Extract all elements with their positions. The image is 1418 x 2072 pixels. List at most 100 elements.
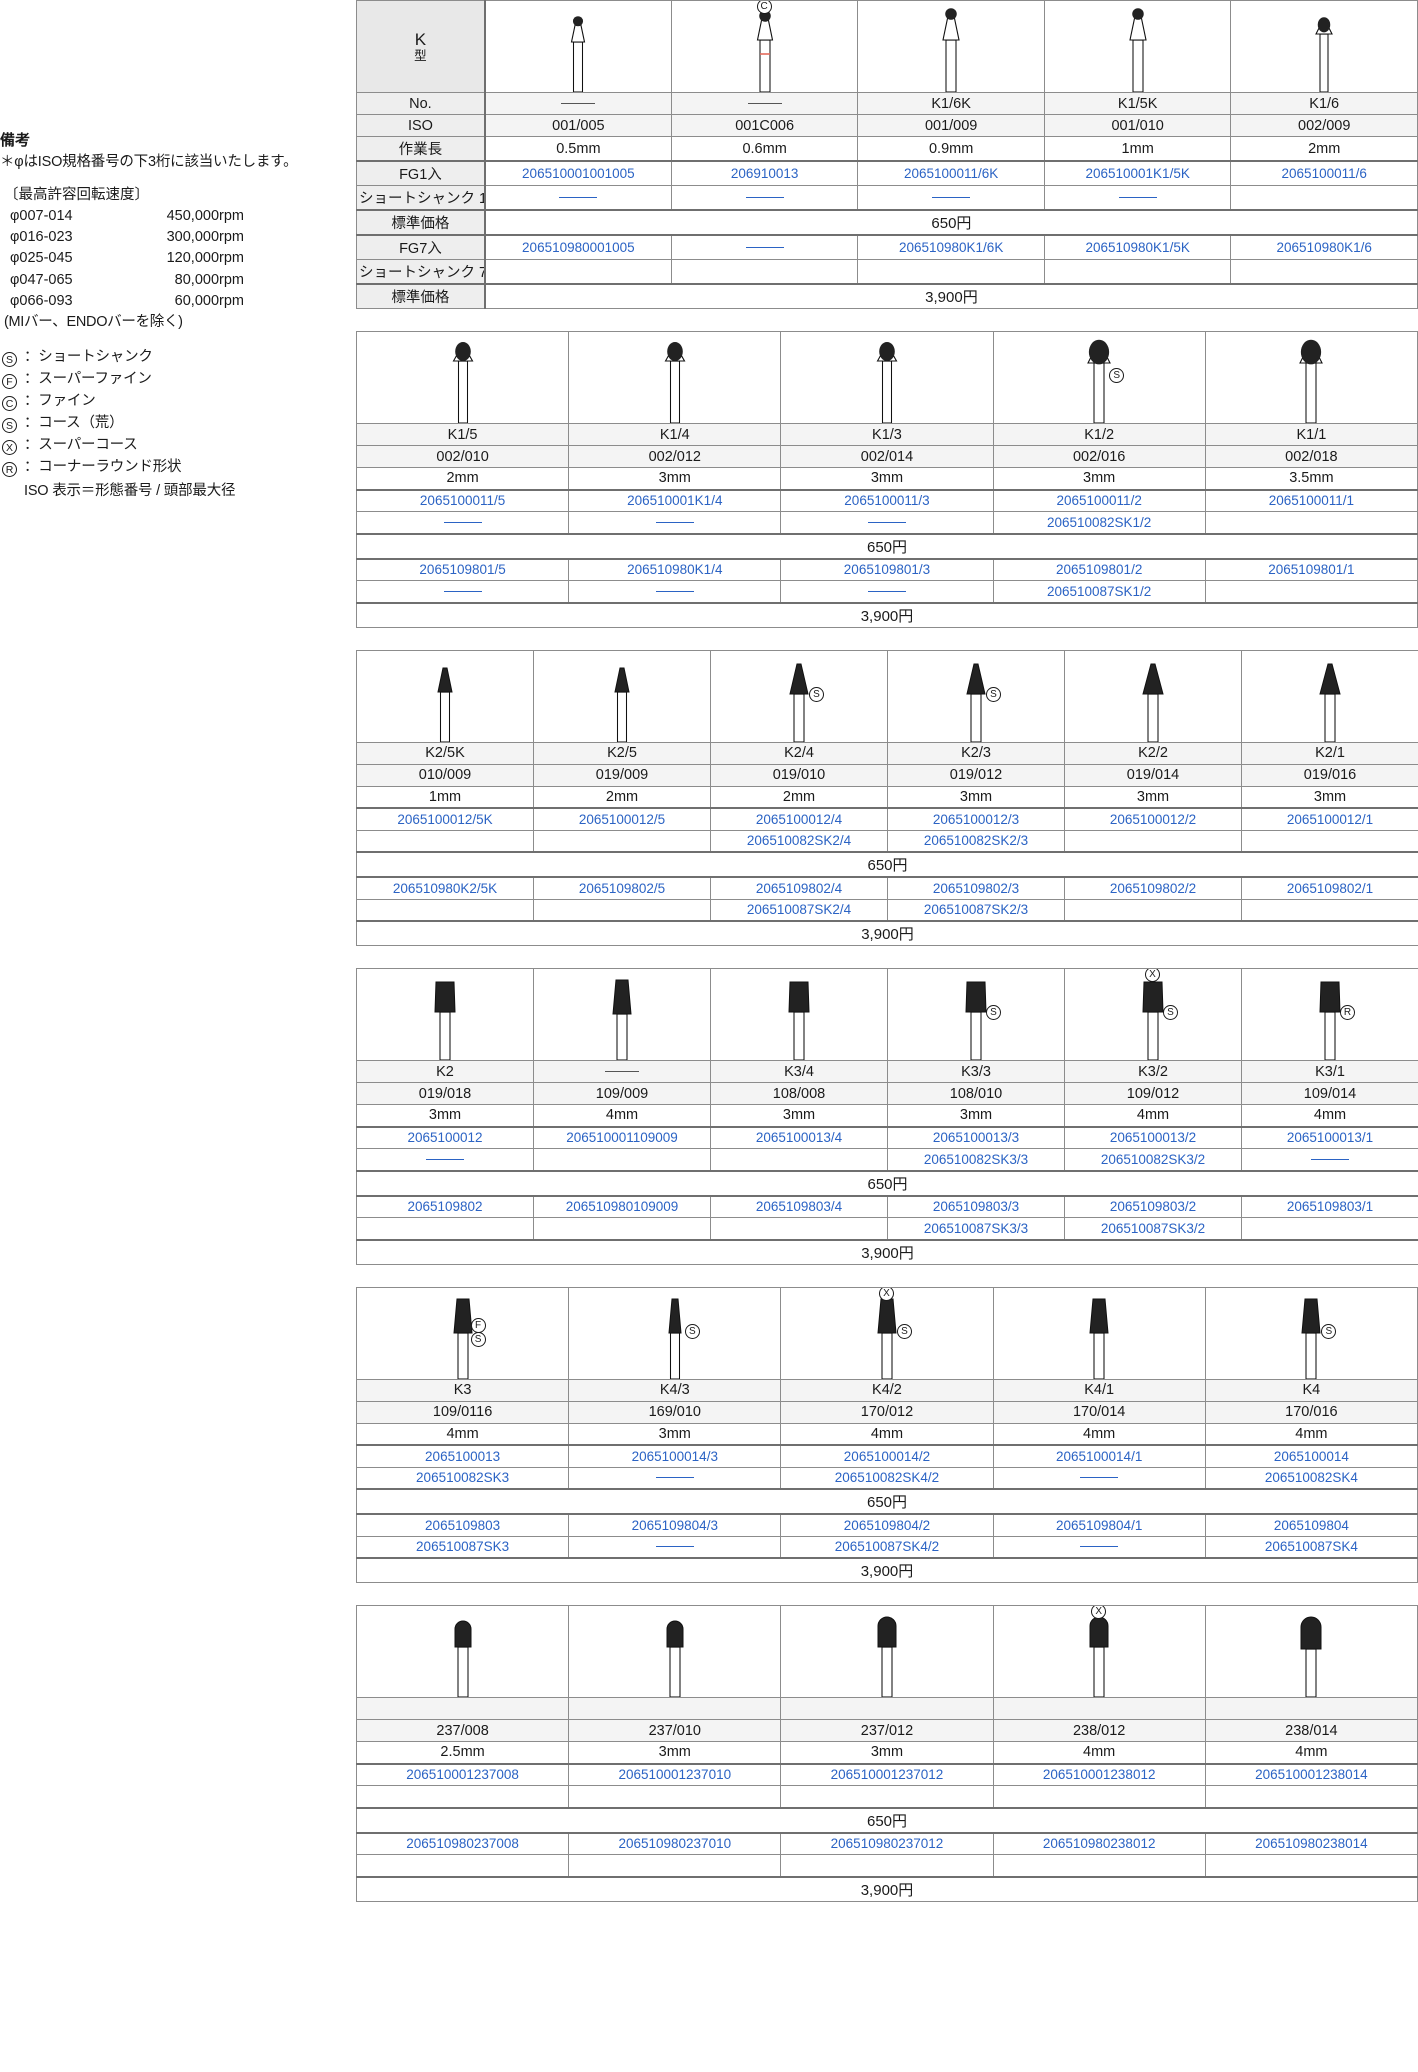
- bur-illustration-cell: [780, 331, 994, 424]
- cell-iso: 109/009: [533, 1082, 711, 1105]
- cell-fg7: 2065109801/1: [1204, 558, 1418, 581]
- table-row: K2 K3/4 K3/3 K3/2 K3/1: [356, 1060, 1418, 1083]
- cell-len: 4mm: [1064, 1104, 1242, 1128]
- cell-ss7: 206510087SK3/2: [1064, 1217, 1242, 1241]
- cell-len: 0.6mm: [670, 136, 859, 162]
- empty-dash: [561, 102, 596, 104]
- legend-symbol-icon: X: [2, 434, 24, 456]
- cell-ss7: [1043, 259, 1232, 285]
- cell-iso: 170/016: [1204, 1400, 1418, 1424]
- empty-dash: [745, 247, 784, 248]
- cell-ss7: [992, 1854, 1206, 1878]
- cell-ss1: 206510082SK2/4: [710, 829, 888, 853]
- cell-fg7: 206510980001005: [484, 234, 672, 260]
- cell-fg1: 2065100011/3: [780, 489, 994, 512]
- price-value: 3,900円: [356, 920, 1418, 946]
- cell-len: 3mm: [568, 1741, 782, 1765]
- bur-illustration-cell: [484, 0, 672, 93]
- cell-ss1: [568, 511, 782, 535]
- cell-iso: 019/012: [887, 763, 1065, 787]
- legend-item: R ：コーナーラウンド形状: [2, 456, 352, 478]
- legend-label: ：スーパーファイン: [24, 371, 152, 388]
- speed-rpm: 300,000rpm: [166, 229, 244, 246]
- cell-iso: 001/005: [484, 114, 672, 137]
- speed-rpm: 60,000rpm: [174, 292, 244, 309]
- bur-icon: [1294, 2, 1354, 92]
- table-row: K2/5K K2/5 K2/4 K2/3 K2/2 K2/1: [356, 741, 1418, 765]
- bur-illustration-cell: S: [568, 1286, 782, 1380]
- bur-table: X 237/008 237/010 237/012 238/012 238/014 2.5…: [355, 1605, 1418, 1902]
- cell-ss7: [1204, 580, 1418, 604]
- row-label-fg1: FG1入: [355, 160, 486, 186]
- bur-illustration-cell: [355, 331, 570, 424]
- cell-fg1: 2065100012/2: [1064, 807, 1242, 831]
- cell-ss7: [568, 1535, 782, 1559]
- legend-item: ISO 表示＝形態番号 / 頭部最大径: [2, 480, 352, 502]
- cell-ss7: [356, 1217, 534, 1241]
- speed-diameter: φ007-014: [10, 208, 73, 225]
- bur-icon: [857, 1607, 917, 1697]
- cell-fg1: 2065100014/1: [992, 1444, 1206, 1468]
- cell-ss7: [780, 1854, 994, 1878]
- table-row: 237/008 237/010 237/012 238/012 238/014: [355, 1719, 1418, 1742]
- max-speed-list: φ007-014 450,000rpm φ016-023 300,000rpm φ025…: [0, 206, 352, 311]
- cell-ss7: [1204, 1854, 1418, 1878]
- cell-ss1: 206510082SK2/3: [887, 829, 1065, 853]
- price-row: 標準価格 3,900円: [355, 283, 1418, 309]
- cell-iso: 238/012: [992, 1719, 1206, 1742]
- cell-iso: 001C006: [670, 114, 859, 137]
- empty-dash: [443, 521, 482, 523]
- row-label-ss7: ショートシャンク 7入: [355, 259, 486, 285]
- bur-illustration-cell: [356, 649, 534, 743]
- cell-fg1: 2065100013/3: [887, 1126, 1065, 1149]
- cell-iso: 002/016: [992, 445, 1206, 468]
- cell-ss1: [355, 1785, 570, 1809]
- grade-mark-s-icon: S: [1163, 1005, 1178, 1020]
- cell-fg7: 206510980109009: [533, 1195, 711, 1218]
- table-row: 109/0116 169/010 170/012 170/014 170/016: [355, 1400, 1418, 1424]
- price-row: 3,900円: [356, 1876, 1418, 1902]
- cell-ss1: [568, 1785, 782, 1809]
- cell-ss1: [355, 511, 570, 535]
- cell-len: 3mm: [780, 467, 994, 491]
- cell-ss7: 206510087SK4: [1204, 1535, 1418, 1559]
- cell-ss1: 206510082SK3/3: [887, 1148, 1065, 1172]
- bur-icon: C: [735, 1, 795, 92]
- table-row: 2065100011/5 206510001K1/4 2065100011/3 206…: [355, 489, 1418, 512]
- bur-icon: [592, 651, 652, 741]
- table-row: 206510082SK1/2: [355, 511, 1418, 535]
- cell-fg7: 2065109802/5: [533, 876, 711, 900]
- table-row: 2065100013 2065100014/3 2065100014/2 206510…: [355, 1444, 1418, 1468]
- bur-icon: [1108, 2, 1168, 92]
- cell-iso: 109/0116: [355, 1400, 570, 1424]
- table-row: 010/009 019/009 019/010 019/012 019/014 019/0…: [356, 763, 1418, 787]
- cell-no: K1/6K: [857, 92, 1045, 115]
- cell-fg7: 2065109803/4: [710, 1195, 888, 1218]
- cell-len: 2mm: [710, 785, 888, 809]
- cell-fg7: 206510980238012: [992, 1832, 1206, 1855]
- cell-no: K1/1: [1204, 423, 1418, 446]
- empty-dash: [745, 197, 784, 198]
- cell-no: K4/1: [992, 1378, 1206, 1402]
- cell-fg7: 2065109804/1: [992, 1513, 1206, 1537]
- speed-rpm: 80,000rpm: [174, 271, 244, 288]
- speed-row: φ016-023 300,000rpm: [10, 227, 352, 248]
- cell-len: 2mm: [1230, 136, 1418, 162]
- cell-fg1: 206510001237012: [780, 1763, 994, 1786]
- cell-fg7: 206510980K2/5K: [356, 876, 534, 900]
- cell-len: 4mm: [780, 1422, 994, 1446]
- table-row: 206510082SK3/3 206510082SK3/2: [356, 1148, 1418, 1172]
- bur-image-row: X: [355, 1605, 1418, 1698]
- cell-fg7: 206510980237010: [568, 1832, 782, 1855]
- cell-len: 3mm: [356, 1104, 534, 1128]
- grade-mark-s-icon: S: [809, 686, 824, 702]
- bur-illustration-cell: [533, 968, 711, 1061]
- cell-iso: 019/018: [356, 1082, 534, 1105]
- cell-ss7: [1241, 898, 1418, 922]
- cell-fg1: 2065100014/3: [568, 1444, 782, 1468]
